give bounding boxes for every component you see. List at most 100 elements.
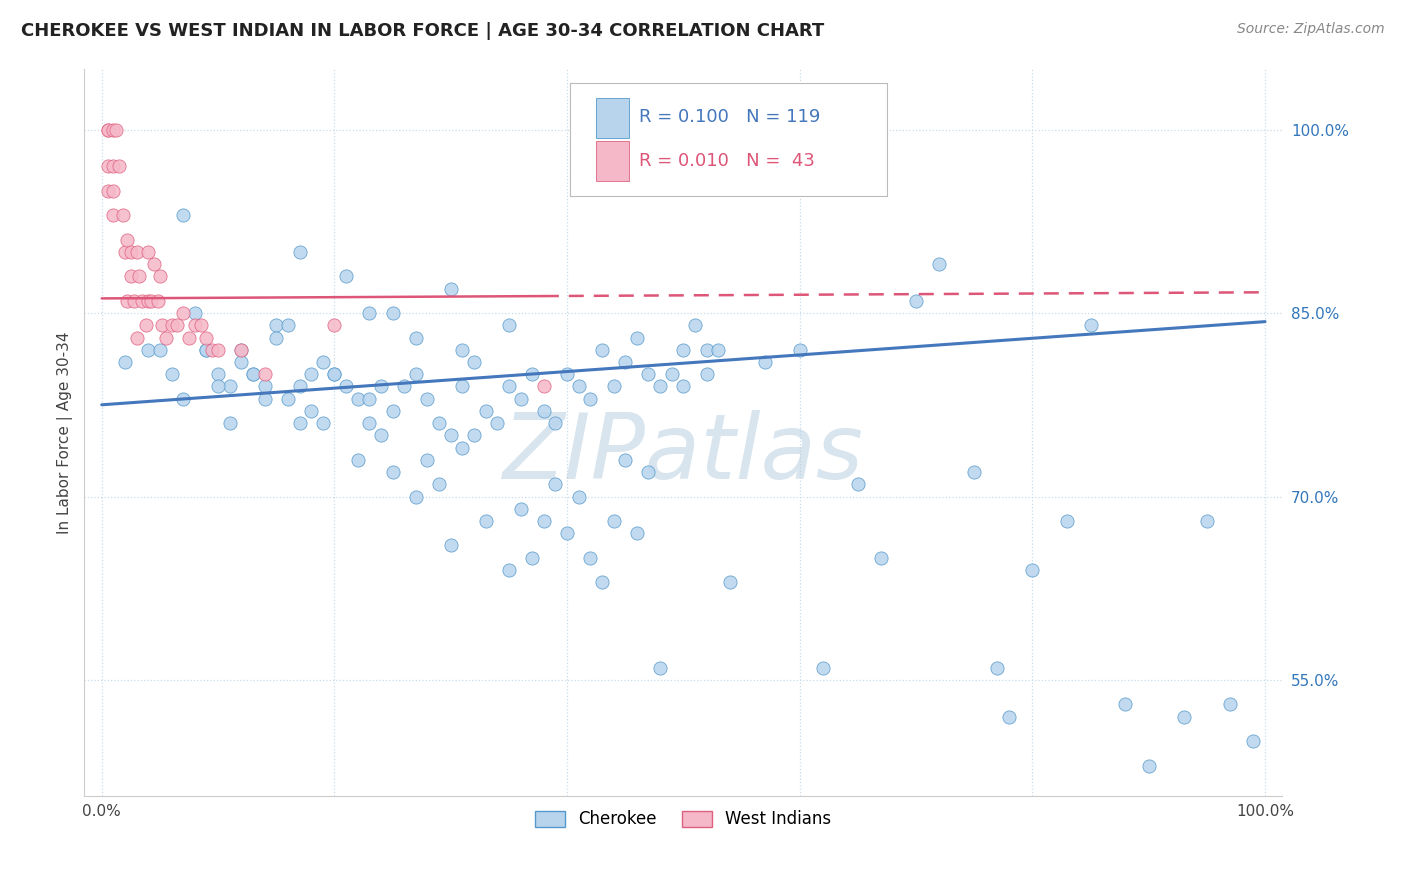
Point	[160, 318, 183, 333]
Point	[359, 392, 381, 406]
Point	[172, 392, 194, 406]
Point	[149, 343, 172, 357]
Point	[359, 306, 381, 320]
Point	[312, 355, 335, 369]
Point	[103, 208, 125, 222]
Point	[474, 404, 496, 418]
Point	[498, 318, 520, 333]
Y-axis label: In Labor Force | Age 30-34: In Labor Force | Age 30-34	[58, 331, 73, 533]
Point	[405, 490, 427, 504]
Point	[277, 318, 299, 333]
Legend: Cherokee, West Indians: Cherokee, West Indians	[529, 804, 838, 835]
Point	[754, 355, 776, 369]
Point	[264, 330, 287, 344]
Point	[405, 368, 427, 382]
Point	[207, 343, 229, 357]
Point	[555, 526, 578, 541]
Point	[143, 257, 166, 271]
Point	[463, 428, 485, 442]
Point	[1021, 563, 1043, 577]
Point	[231, 355, 253, 369]
Point	[370, 379, 392, 393]
Point	[103, 122, 125, 136]
Text: Source: ZipAtlas.com: Source: ZipAtlas.com	[1237, 22, 1385, 37]
Point	[416, 452, 439, 467]
Point	[650, 379, 672, 393]
Point	[323, 318, 346, 333]
Point	[683, 318, 706, 333]
Point	[568, 379, 591, 393]
Point	[1173, 709, 1195, 723]
Point	[451, 343, 474, 357]
Point	[555, 368, 578, 382]
Text: CHEROKEE VS WEST INDIAN IN LABOR FORCE | AGE 30-34 CORRELATION CHART: CHEROKEE VS WEST INDIAN IN LABOR FORCE |…	[21, 22, 824, 40]
Point	[416, 392, 439, 406]
Point	[614, 355, 637, 369]
Point	[870, 550, 893, 565]
Point	[195, 330, 218, 344]
Point	[474, 514, 496, 528]
Point	[218, 416, 240, 430]
Point	[718, 575, 741, 590]
Point	[381, 404, 404, 418]
Point	[201, 343, 224, 357]
Point	[789, 343, 811, 357]
Text: R = 0.100   N = 119: R = 0.100 N = 119	[640, 108, 821, 127]
Point	[602, 379, 624, 393]
Point	[427, 477, 450, 491]
Point	[120, 269, 142, 284]
Point	[125, 330, 148, 344]
Point	[520, 550, 543, 565]
Point	[117, 233, 139, 247]
Point	[120, 244, 142, 259]
Point	[335, 269, 357, 284]
Point	[359, 416, 381, 430]
Point	[650, 661, 672, 675]
Point	[370, 428, 392, 442]
Point	[451, 379, 474, 393]
Point	[96, 184, 118, 198]
Point	[253, 368, 276, 382]
Point	[696, 368, 718, 382]
Point	[846, 477, 869, 491]
Point	[231, 343, 253, 357]
Point	[520, 368, 543, 382]
Point	[463, 355, 485, 369]
Point	[533, 514, 555, 528]
Point	[591, 575, 613, 590]
Point	[602, 514, 624, 528]
Point	[1080, 318, 1102, 333]
Point	[614, 452, 637, 467]
Point	[591, 343, 613, 357]
Point	[1056, 514, 1078, 528]
Point	[312, 416, 335, 430]
Point	[299, 404, 322, 418]
Point	[253, 379, 276, 393]
Point	[104, 122, 127, 136]
Point	[451, 441, 474, 455]
Point	[195, 343, 218, 357]
Point	[136, 293, 159, 308]
Point	[166, 318, 188, 333]
Point	[149, 269, 172, 284]
Point	[277, 392, 299, 406]
Point	[160, 368, 183, 382]
Point	[1241, 734, 1264, 748]
Point	[184, 318, 207, 333]
Point	[544, 477, 567, 491]
Bar	[596, 141, 630, 181]
Point	[139, 293, 162, 308]
Point	[146, 293, 169, 308]
Point	[231, 343, 253, 357]
Point	[672, 343, 695, 357]
Point	[1137, 758, 1160, 772]
Point	[253, 392, 276, 406]
Point	[381, 465, 404, 479]
Point	[672, 379, 695, 393]
Point	[125, 244, 148, 259]
FancyBboxPatch shape	[569, 83, 887, 196]
Point	[103, 184, 125, 198]
Text: R = 0.010   N =  43: R = 0.010 N = 43	[640, 152, 815, 169]
Point	[131, 293, 153, 308]
Point	[626, 330, 648, 344]
